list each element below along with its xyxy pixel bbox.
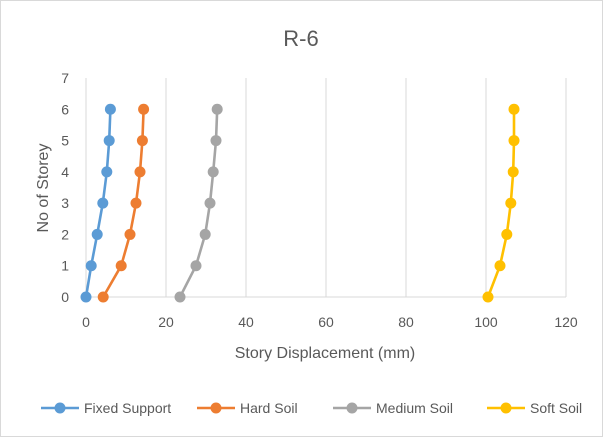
chart-title: R-6 [283,26,318,51]
legend-item: Medium Soil [333,400,453,416]
y-tick-label: 5 [61,133,69,149]
legend-label: Soft Soil [530,400,582,416]
data-point [482,291,494,303]
series-0 [80,103,116,303]
y-tick-label: 3 [61,195,69,211]
x-tick-label: 20 [158,314,174,330]
data-point [134,166,146,178]
legend-label: Hard Soil [240,400,298,416]
data-point [97,197,109,209]
data-point [199,228,211,240]
data-point [494,260,506,272]
series-2 [174,103,223,303]
legend-marker [500,402,512,414]
data-point [103,135,115,147]
series-group [80,103,520,303]
legend-item: Fixed Support [41,400,171,416]
y-tick-label: 0 [61,289,69,305]
y-tick-label: 2 [61,226,69,242]
legend-label: Medium Soil [376,400,453,416]
y-tick-label: 7 [61,70,69,86]
data-point [501,228,513,240]
legend-item: Soft Soil [487,400,582,416]
data-point [210,135,222,147]
data-point [508,103,520,115]
legend-marker [210,402,222,414]
legend-item: Hard Soil [197,400,298,416]
series-3 [482,103,520,303]
data-point [101,166,113,178]
data-point [85,260,97,272]
data-point [508,135,520,147]
data-point [211,103,223,115]
data-point [130,197,142,209]
data-point [104,103,116,115]
legend-label: Fixed Support [84,400,171,416]
data-point [91,228,103,240]
legend-marker [54,402,66,414]
data-point [174,291,186,303]
x-tick-label: 80 [398,314,414,330]
x-tick-labels: 0 20 40 60 80 100 120 [82,314,578,330]
x-tick-label: 60 [318,314,334,330]
y-axis-label: No of Storey [35,144,52,233]
data-point [115,260,127,272]
y-tick-label: 1 [61,258,69,274]
data-point [505,197,517,209]
data-point [204,197,216,209]
data-point [138,103,150,115]
legend-marker [346,402,358,414]
legend: Fixed Support Hard Soil Medium Soil Soft So… [41,400,582,416]
gridlines [165,78,567,297]
series-1 [97,103,150,303]
x-axis-label: Story Displacement (mm) [235,345,415,362]
y-tick-labels: 0 1 2 3 4 5 6 7 [61,70,69,305]
data-point [190,260,202,272]
data-point [136,135,148,147]
y-tick-label: 6 [61,101,69,117]
data-point [97,291,109,303]
x-tick-label: 120 [554,314,578,330]
x-tick-label: 100 [474,314,498,330]
data-point [507,166,519,178]
data-point [80,291,92,303]
x-tick-label: 40 [238,314,254,330]
data-point [207,166,219,178]
data-point [124,228,136,240]
y-tick-label: 4 [61,164,69,180]
x-tick-label: 0 [82,314,90,330]
